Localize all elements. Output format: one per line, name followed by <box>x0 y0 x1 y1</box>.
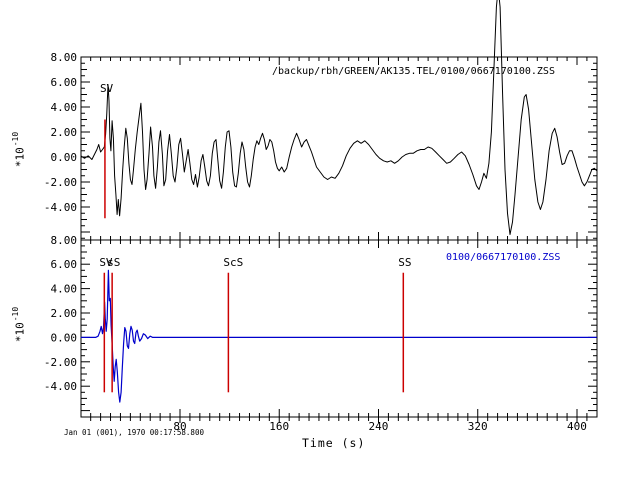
y-tick-label-top-8.00: 8.00 <box>51 51 78 64</box>
pick-label-sS: sS <box>107 256 120 269</box>
y-tick-label-top-0.00: 0.00 <box>51 151 78 164</box>
y-tick-label-bottom--4.00: -4.00 <box>44 380 77 393</box>
panel-top-picks: SV <box>100 82 114 219</box>
panel-top-y-tick-labels: 8.00 6.00 4.00 2.00 0.00 -2.00 -4.00 <box>44 51 77 214</box>
y-tick-label-top-4.00: 4.00 <box>51 101 78 114</box>
y-tick-label-top-2.00: 2.00 <box>51 126 78 139</box>
y-tick-label-bottom-4.00: 4.00 <box>51 283 78 296</box>
x-tick-label-320: 320 <box>468 420 488 433</box>
x-tick-label-160: 160 <box>269 420 289 433</box>
timestamp-label: Jan 01 (001), 1970 00:17:58.800 <box>64 428 204 437</box>
y-tick-label-bottom-2.00: 2.00 <box>51 307 78 320</box>
panel-bottom-frame <box>80 239 598 418</box>
x-axis: 80 160 240 320 400 <box>90 417 588 433</box>
trace-bottom <box>80 269 597 403</box>
file-path-label-top: /backup/rbh/GREEN/AK135.TEL/0100/0667170… <box>272 66 555 77</box>
panel-bottom-y-tick-labels: 8.00 6.00 4.00 2.00 0.00 -2.00 -4.00 <box>44 234 77 393</box>
y-tick-label-top-6.00: 6.00 <box>51 76 78 89</box>
y-tick-label-bottom-0.00: 0.00 <box>51 331 78 344</box>
file-path-label-bottom: 0100/0667170100.ZSS <box>446 252 561 263</box>
x-axis-title: Time (s) <box>302 436 366 450</box>
panel-bottom-ticks <box>81 240 597 417</box>
y-tick-label-top--2.00: -2.00 <box>44 176 77 189</box>
panel-top-ticks <box>81 57 597 240</box>
pick-label-SV: SV <box>99 256 113 269</box>
x-tick-label-80: 80 <box>173 420 186 433</box>
x-tick-label-240: 240 <box>369 420 389 433</box>
pick-label-ScS: ScS <box>223 256 243 269</box>
pick-label-SS: SS <box>398 256 411 269</box>
y-tick-label-bottom--2.00: -2.00 <box>44 356 77 369</box>
y-tick-label-top--4.00: -4.00 <box>44 201 77 214</box>
y-tick-label-bottom-6.00: 6.00 <box>51 258 78 271</box>
y-tick-label-bottom-8.00: 8.00 <box>51 234 78 247</box>
x-tick-label-400: 400 <box>567 420 587 433</box>
pick-label-SV: SV <box>100 82 114 95</box>
trace-top <box>80 0 598 235</box>
